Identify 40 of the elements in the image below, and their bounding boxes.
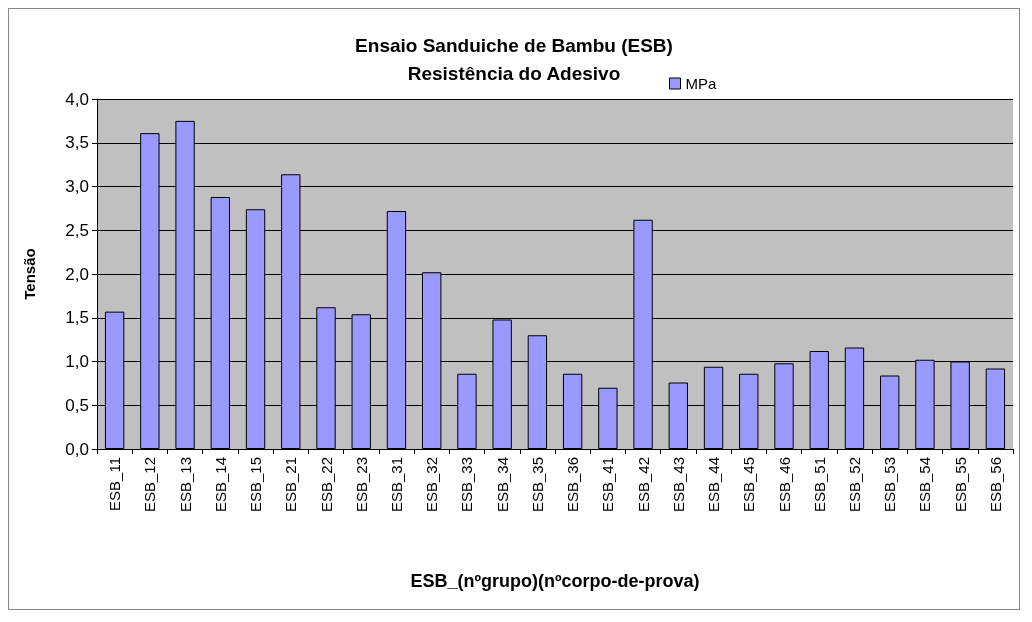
x-tick-label: ESB_23 bbox=[352, 457, 370, 513]
y-tick-label: 2,0 bbox=[65, 264, 89, 284]
x-axis-title: ESB_(nºgrupo)(nºcorpo-de-prova) bbox=[410, 571, 700, 591]
x-tick-label: ESB_32 bbox=[423, 457, 441, 513]
x-tick-label: ESB_45 bbox=[740, 457, 758, 513]
x-tick-label: ESB_36 bbox=[564, 457, 582, 513]
y-tick-label: 1,5 bbox=[65, 308, 89, 328]
x-tick-label: ESB_52 bbox=[845, 457, 863, 513]
x-tick-label: ESB_12 bbox=[141, 457, 159, 513]
chart-subtitle: Resistência do Adesivo bbox=[407, 63, 621, 84]
x-tick-label: ESB_53 bbox=[881, 457, 899, 513]
x-tick-label: ESB_55 bbox=[951, 457, 969, 513]
legend-label: MPa bbox=[685, 75, 717, 92]
y-tick-label: 2,5 bbox=[65, 220, 89, 240]
x-tick-label: ESB_54 bbox=[916, 457, 934, 513]
x-tick-label: ESB_21 bbox=[282, 457, 300, 513]
x-tick-label: ESB_56 bbox=[986, 457, 1004, 513]
y-tick-label: 0,0 bbox=[65, 439, 89, 459]
y-tick-label: 1,0 bbox=[65, 352, 89, 371]
y-tick-label: 3,0 bbox=[65, 177, 89, 196]
x-tick-label: ESB_31 bbox=[387, 457, 405, 513]
x-tick-label: ESB_46 bbox=[775, 457, 793, 513]
x-tick-label: ESB_42 bbox=[634, 457, 652, 513]
x-tick-label: ESB_41 bbox=[599, 457, 617, 513]
chart-title: Ensaio Sanduiche de Bambu (ESB) bbox=[355, 35, 673, 56]
x-tick-label: ESB_44 bbox=[705, 457, 723, 513]
x-tick-label: ESB_43 bbox=[669, 457, 687, 513]
y-tick-label: 0,5 bbox=[65, 395, 89, 415]
x-tick-label: ESB_11 bbox=[106, 457, 124, 511]
x-tick-label: ESB_14 bbox=[211, 457, 229, 513]
x-tick-label: ESB_22 bbox=[317, 457, 335, 513]
x-tick-label: ESB_13 bbox=[176, 457, 194, 513]
x-tick-label: ESB_34 bbox=[493, 457, 511, 513]
x-tick-label: ESB_15 bbox=[247, 457, 265, 513]
y-tick-label: 3,5 bbox=[65, 133, 89, 153]
x-tick-label: ESB_51 bbox=[810, 457, 828, 513]
y-axis-title: Tensão bbox=[21, 248, 38, 300]
x-tick-label: ESB_35 bbox=[528, 457, 546, 513]
y-tick-label: 4,0 bbox=[65, 89, 89, 109]
x-tick-label: ESB_33 bbox=[458, 457, 476, 513]
